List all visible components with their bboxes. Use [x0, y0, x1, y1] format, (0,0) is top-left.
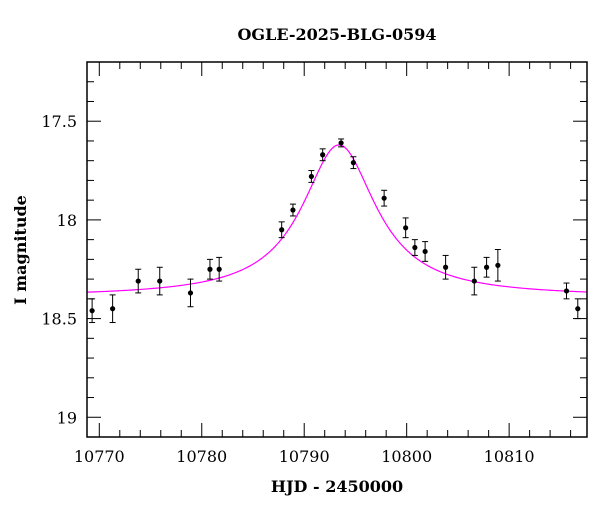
- data-point-marker: [350, 160, 356, 166]
- data-point: [135, 268, 142, 294]
- plot-frame: [86, 61, 588, 438]
- y-axis-label: I magnitude: [11, 195, 30, 305]
- x-tick-label: 10770: [74, 447, 125, 466]
- data-point: [381, 189, 388, 207]
- data-point-marker: [187, 290, 194, 296]
- data-point-marker: [575, 306, 581, 312]
- x-tick-label: 10790: [279, 447, 330, 466]
- data-point: [494, 249, 501, 282]
- data-point: [350, 156, 357, 170]
- data-point: [471, 266, 478, 296]
- data-point-marker: [381, 195, 387, 201]
- axis-tick-labels: 10770 10780 10790 10800 10810 17.5 18 18.5 19: [41, 112, 534, 466]
- data-point: [278, 221, 285, 239]
- x-tick-label: 10780: [176, 447, 227, 466]
- data-point-marker: [443, 264, 449, 270]
- data-point: [206, 258, 213, 280]
- data-point-marker: [338, 140, 344, 146]
- data-point-marker: [422, 248, 428, 255]
- data-point: [402, 217, 409, 239]
- data-point: [338, 138, 345, 148]
- data-point-marker: [563, 288, 570, 294]
- data-point-marker: [207, 266, 213, 272]
- x-tick-label: 10800: [381, 447, 432, 466]
- model-fit-curve: [86, 144, 588, 293]
- data-point: [308, 170, 315, 183]
- data-point-marker: [157, 278, 163, 284]
- data-point: [109, 294, 116, 324]
- y-tick-label: 17.5: [41, 112, 77, 131]
- data-point-marker: [308, 173, 314, 180]
- data-point-marker: [135, 278, 141, 284]
- chart-title: OGLE-2025-BLG-0594: [237, 25, 436, 44]
- data-point: [483, 256, 490, 278]
- data-point-marker: [290, 207, 296, 213]
- data-point-marker: [495, 262, 501, 268]
- data-point: [89, 298, 96, 324]
- data-point: [187, 278, 194, 308]
- axis-ticks: [87, 61, 587, 438]
- data-point-marker: [110, 306, 116, 312]
- x-axis-label: HJD - 2450000: [271, 477, 403, 496]
- data-point: [319, 148, 326, 162]
- data-point-marker: [412, 244, 418, 251]
- y-tick-label: 19: [57, 408, 77, 427]
- data-point-marker: [216, 266, 222, 272]
- data-point-marker: [471, 278, 477, 284]
- data-point: [563, 282, 570, 300]
- data-point: [289, 203, 296, 217]
- data-point: [574, 298, 581, 320]
- x-tick-label: 10810: [484, 447, 535, 466]
- data-point: [442, 254, 449, 280]
- data-point: [422, 241, 429, 262]
- data-point: [216, 256, 223, 282]
- data-point-marker: [403, 225, 409, 231]
- data-point-marker: [279, 227, 285, 233]
- data-point: [156, 266, 163, 296]
- y-tick-label: 18.5: [41, 310, 77, 329]
- data-point-marker: [320, 152, 326, 158]
- data-point: [411, 239, 418, 256]
- data-point-marker: [89, 308, 95, 314]
- y-tick-label: 18: [57, 211, 77, 230]
- data-points: [89, 138, 581, 324]
- data-point-marker: [483, 264, 490, 270]
